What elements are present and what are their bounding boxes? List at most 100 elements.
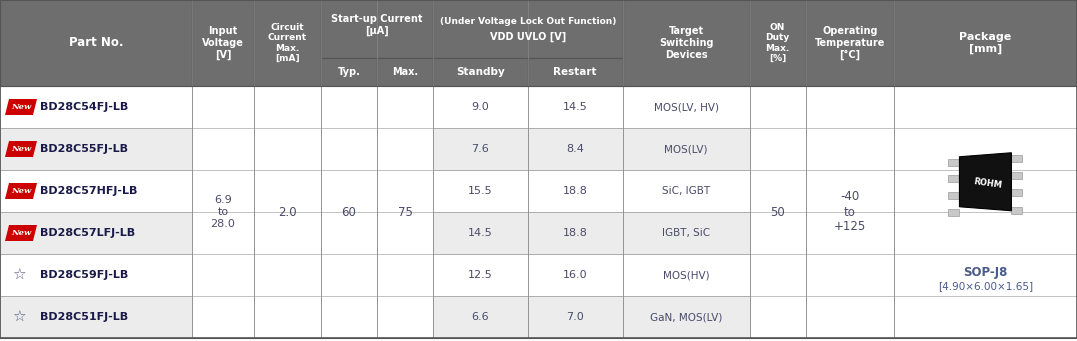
Text: 6.6: 6.6 <box>472 312 489 322</box>
Bar <box>623 296 750 338</box>
Bar <box>750 128 806 170</box>
Text: 2.0: 2.0 <box>278 206 297 219</box>
Bar <box>0 296 192 338</box>
Text: 9.0: 9.0 <box>472 102 489 112</box>
Bar <box>433 296 528 338</box>
Text: Typ.: Typ. <box>337 67 361 77</box>
Polygon shape <box>5 225 37 241</box>
Bar <box>192 170 254 212</box>
Text: 18.8: 18.8 <box>562 228 588 238</box>
Text: 12.5: 12.5 <box>468 270 492 280</box>
Text: IGBT, SiC: IGBT, SiC <box>662 228 710 238</box>
Text: ON
Duty
Max.
[%]: ON Duty Max. [%] <box>766 23 789 63</box>
Bar <box>321 296 377 338</box>
Bar <box>894 0 1077 86</box>
Text: 7.6: 7.6 <box>472 144 489 154</box>
Bar <box>254 86 321 128</box>
Text: MOS(HV): MOS(HV) <box>662 270 710 280</box>
Bar <box>750 212 806 254</box>
Text: (Under Voltage Lock Out Function): (Under Voltage Lock Out Function) <box>439 16 616 26</box>
Text: SOP-J8: SOP-J8 <box>963 266 1008 279</box>
Text: BD28C59FJ-LB: BD28C59FJ-LB <box>40 270 128 280</box>
Text: Part No.: Part No. <box>69 36 123 49</box>
Text: 7.0: 7.0 <box>567 312 584 322</box>
Bar <box>894 128 1077 170</box>
Bar <box>433 0 623 58</box>
Text: MOS(LV, HV): MOS(LV, HV) <box>654 102 718 112</box>
Text: 14.5: 14.5 <box>563 102 587 112</box>
Text: 75: 75 <box>397 206 412 219</box>
Text: MOS(LV): MOS(LV) <box>665 144 708 154</box>
Bar <box>623 0 750 86</box>
Bar <box>1011 172 1022 179</box>
Text: BD28C54FJ-LB: BD28C54FJ-LB <box>40 102 128 112</box>
Bar <box>0 0 192 86</box>
Bar <box>894 212 1077 254</box>
Text: Input
Voltage
[V]: Input Voltage [V] <box>202 26 243 60</box>
Bar <box>192 0 254 86</box>
Bar <box>894 296 1077 338</box>
Bar <box>1011 207 1022 214</box>
Bar <box>750 0 806 86</box>
Bar <box>377 128 433 170</box>
Bar <box>0 212 192 254</box>
Bar <box>192 212 254 254</box>
Bar <box>949 209 960 216</box>
Bar <box>623 212 750 254</box>
Bar <box>254 212 321 254</box>
Bar <box>377 170 433 212</box>
Bar <box>528 212 623 254</box>
Bar <box>0 0 1077 58</box>
Polygon shape <box>5 141 37 157</box>
Text: [4.90×6.00×1.65]: [4.90×6.00×1.65] <box>938 281 1033 292</box>
Bar <box>528 296 623 338</box>
Bar <box>254 296 321 338</box>
Bar <box>0 170 192 212</box>
Bar <box>894 254 1077 296</box>
Bar <box>433 254 528 296</box>
Text: GaN, MOS(LV): GaN, MOS(LV) <box>649 312 723 322</box>
Bar <box>254 86 321 338</box>
Bar <box>321 170 377 212</box>
Text: Target
Switching
Devices: Target Switching Devices <box>659 26 713 60</box>
Text: 15.5: 15.5 <box>468 186 492 196</box>
Bar <box>192 86 254 338</box>
Bar <box>377 58 433 86</box>
Bar <box>433 58 528 86</box>
Bar <box>528 86 623 128</box>
Text: Restart: Restart <box>554 67 597 77</box>
Text: New: New <box>11 187 31 195</box>
Text: BD28C51FJ-LB: BD28C51FJ-LB <box>40 312 128 322</box>
Text: BD28C55FJ-LB: BD28C55FJ-LB <box>40 144 128 154</box>
Polygon shape <box>5 99 37 115</box>
Bar <box>377 296 433 338</box>
Bar <box>192 128 254 170</box>
Bar <box>949 175 960 182</box>
Text: New: New <box>11 229 31 237</box>
Bar <box>433 128 528 170</box>
Bar <box>806 86 894 338</box>
Bar <box>377 86 433 338</box>
Bar <box>1011 155 1022 162</box>
Text: Package
[mm]: Package [mm] <box>960 32 1011 54</box>
Bar <box>806 128 894 170</box>
Bar <box>623 254 750 296</box>
Bar <box>949 159 960 166</box>
Polygon shape <box>960 153 1011 211</box>
Bar <box>894 86 1077 338</box>
Text: ☆: ☆ <box>12 310 26 325</box>
Bar <box>528 254 623 296</box>
Bar <box>192 86 254 128</box>
Text: 50: 50 <box>770 206 785 219</box>
Bar <box>321 0 433 58</box>
Bar <box>0 254 192 296</box>
Text: Start-up Current
[µA]: Start-up Current [µA] <box>332 14 422 36</box>
Bar <box>377 254 433 296</box>
Bar <box>750 296 806 338</box>
Bar <box>321 86 377 338</box>
Bar <box>377 86 433 128</box>
Text: VDD UVLO [V]: VDD UVLO [V] <box>490 32 565 42</box>
Text: BD28C57HFJ-LB: BD28C57HFJ-LB <box>40 186 138 196</box>
Text: 60: 60 <box>341 206 356 219</box>
Text: 14.5: 14.5 <box>468 228 492 238</box>
